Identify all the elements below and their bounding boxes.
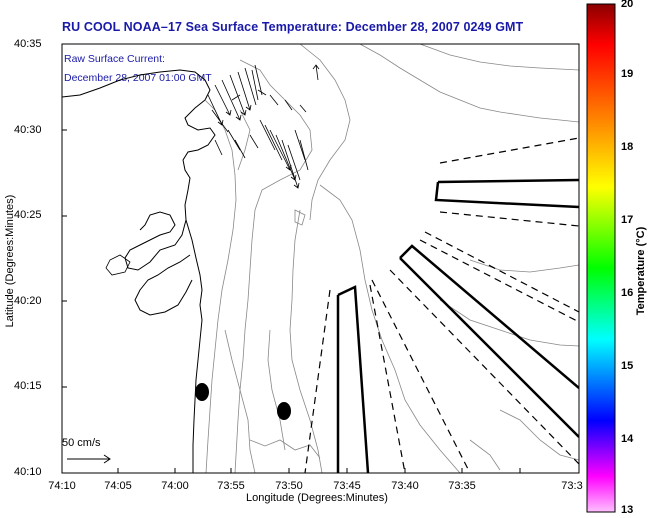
inlet bbox=[134, 254, 193, 316]
map-title: RU COOL NOAA–17 Sea Surface Temperature:… bbox=[62, 20, 524, 34]
y-tick: 40:30 bbox=[14, 124, 42, 136]
y-axis-label: Latitude (Degrees:Minutes) bbox=[4, 194, 16, 328]
x-tick: 73:55 bbox=[217, 480, 245, 492]
y-tick: 40:10 bbox=[14, 466, 42, 478]
radar-beams bbox=[336, 178, 579, 473]
colorbar-tick: 16 bbox=[621, 287, 634, 299]
y-tick: 40:20 bbox=[14, 295, 42, 307]
x-tick: 74:00 bbox=[161, 480, 189, 492]
plot-frame bbox=[61, 43, 580, 474]
scale-arrow bbox=[67, 454, 111, 464]
scale-label: 50 cm/s bbox=[62, 437, 101, 449]
current-legend-line1: Raw Surface Current: bbox=[64, 53, 165, 65]
x-tick: 73:45 bbox=[333, 480, 361, 492]
current-legend-line2: December 28, 2007 01:00 GMT bbox=[64, 72, 212, 84]
map-content bbox=[62, 44, 579, 473]
buoy-marker bbox=[195, 383, 209, 401]
axis-ticks bbox=[61, 43, 580, 474]
x-tick: 73:40 bbox=[391, 480, 419, 492]
bathymetry-contours bbox=[204, 44, 579, 473]
colorbar-label: Temperature (°C) bbox=[635, 226, 647, 316]
x-tick: 73:3 bbox=[561, 480, 583, 492]
x-axis-label: Longitude (Degrees:Minutes) bbox=[246, 492, 388, 504]
river-mouth bbox=[105, 254, 131, 276]
x-tick: 74:10 bbox=[48, 480, 76, 492]
y-tick: 40:15 bbox=[14, 380, 42, 392]
radar-beam-edges bbox=[304, 137, 579, 473]
colorbar bbox=[586, 3, 616, 513]
current-vectors bbox=[207, 64, 320, 189]
colorbar-tick: 19 bbox=[621, 68, 634, 80]
colorbar-tick: 17 bbox=[621, 214, 634, 226]
coastline bbox=[62, 69, 216, 473]
buoy-marker bbox=[277, 402, 291, 420]
x-tick: 73:35 bbox=[448, 480, 476, 492]
colorbar-tick: 13 bbox=[621, 504, 634, 516]
colorbar-tick: 14 bbox=[621, 433, 634, 445]
y-tick: 40:25 bbox=[14, 209, 42, 221]
colorbar-tick: 20 bbox=[621, 0, 634, 10]
x-tick: 74:05 bbox=[104, 480, 132, 492]
colorbar-tick: 18 bbox=[621, 141, 634, 153]
x-tick: 73:50 bbox=[275, 480, 303, 492]
colorbar-tick: 15 bbox=[621, 360, 634, 372]
y-tick: 40:35 bbox=[14, 38, 42, 50]
